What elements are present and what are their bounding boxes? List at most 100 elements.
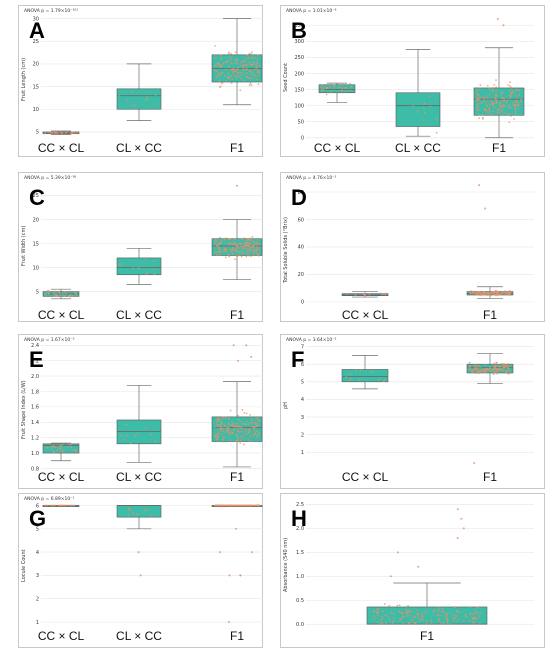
- data-point: [451, 613, 453, 615]
- data-point: [247, 438, 250, 441]
- data-point: [477, 105, 479, 108]
- data-point: [71, 450, 74, 452]
- y-tick-label: 0.0: [296, 622, 304, 628]
- data-point: [228, 242, 231, 244]
- data-point: [131, 104, 134, 107]
- outlier-point: [478, 184, 481, 187]
- y-tick-label: 150: [294, 87, 304, 93]
- data-point: [349, 82, 352, 85]
- data-point: [494, 94, 497, 97]
- data-point: [350, 85, 353, 88]
- box-2: [211, 344, 263, 468]
- data-point: [146, 96, 148, 99]
- data-point: [223, 238, 226, 241]
- data-point: [58, 504, 61, 507]
- category-label: F1: [230, 470, 244, 484]
- data-point: [245, 430, 247, 433]
- data-point: [254, 242, 257, 245]
- data-point: [439, 614, 442, 617]
- data-point: [336, 92, 339, 95]
- data-point: [217, 432, 220, 435]
- data-point: [435, 131, 438, 134]
- data-point: [479, 370, 482, 373]
- data-point: [492, 292, 495, 295]
- y-tick-label: 0: [301, 300, 304, 306]
- data-point: [446, 621, 449, 624]
- data-point: [520, 101, 523, 103]
- data-point: [239, 242, 242, 245]
- category-label: F1: [420, 629, 434, 643]
- data-point: [221, 71, 224, 74]
- data-point: [238, 75, 241, 78]
- data-point: [56, 294, 59, 296]
- data-point: [489, 367, 492, 370]
- data-point: [251, 235, 254, 238]
- data-point: [506, 370, 509, 373]
- data-point: [516, 104, 519, 107]
- data-point: [251, 77, 254, 80]
- y-tick-label: 3: [36, 573, 39, 579]
- data-point: [468, 361, 471, 364]
- data-point: [248, 245, 250, 248]
- data-point: [398, 619, 401, 622]
- box-1: [116, 63, 162, 121]
- data-point: [257, 423, 260, 426]
- data-point: [245, 412, 248, 415]
- category-label: CC × CL: [38, 470, 85, 484]
- data-point: [145, 509, 148, 511]
- outlier-point: [473, 461, 476, 464]
- data-point: [126, 99, 129, 102]
- data-point: [257, 504, 260, 507]
- data-point: [507, 372, 509, 375]
- y-tick-label: 4: [36, 550, 39, 556]
- y-axis-label: pH: [283, 402, 289, 410]
- category-label: CC × CL: [342, 470, 389, 484]
- data-point: [509, 91, 512, 94]
- data-point: [433, 610, 436, 613]
- data-point: [214, 238, 217, 241]
- chart-svg: 0.0 0.5 1.0 1.5 2.0 2.5 F1: [296, 502, 534, 643]
- data-point: [474, 610, 476, 613]
- data-point: [254, 422, 256, 425]
- data-point: [494, 96, 497, 99]
- chart-svg: 1 2 3 4 5 6 7 CC × CL F1: [301, 344, 534, 484]
- data-point: [58, 446, 61, 448]
- data-point: [217, 74, 220, 77]
- data-point: [477, 365, 480, 368]
- data-point: [500, 293, 503, 295]
- data-point: [69, 295, 72, 298]
- data-point: [393, 612, 395, 615]
- data-point: [256, 61, 259, 64]
- data-point: [242, 79, 245, 82]
- data-point: [423, 111, 426, 114]
- data-point: [512, 91, 515, 94]
- data-point: [49, 504, 52, 507]
- data-point: [321, 83, 324, 86]
- data-point: [258, 246, 261, 249]
- data-point: [243, 237, 246, 240]
- data-point: [134, 434, 137, 437]
- y-tick-label: 50: [298, 120, 304, 126]
- data-point: [144, 258, 147, 260]
- data-point: [478, 98, 481, 101]
- data-point: [412, 621, 415, 623]
- data-point: [74, 292, 77, 295]
- data-point: [226, 253, 229, 256]
- data-point: [232, 504, 235, 507]
- data-point: [462, 619, 465, 622]
- data-point: [227, 418, 230, 421]
- data-point: [70, 446, 72, 449]
- data-point: [434, 609, 437, 612]
- y-tick-label: 1.0: [296, 574, 304, 580]
- data-point: [430, 619, 432, 622]
- data-point: [242, 252, 245, 255]
- data-point: [514, 106, 517, 109]
- data-point: [232, 62, 235, 64]
- data-point: [244, 427, 247, 430]
- data-point: [492, 110, 495, 112]
- data-point: [329, 91, 332, 94]
- data-point: [235, 76, 238, 79]
- data-point: [215, 76, 218, 79]
- data-point: [508, 104, 511, 107]
- data-point: [518, 94, 521, 96]
